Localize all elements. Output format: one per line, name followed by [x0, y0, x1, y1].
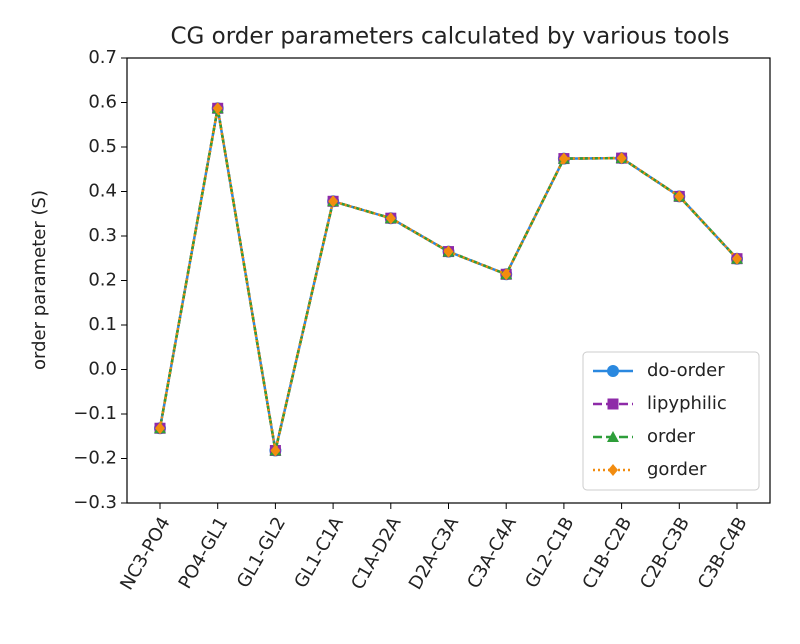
y-tick-label: −0.2	[73, 448, 117, 469]
marker	[674, 190, 685, 203]
y-tick-label: 0.5	[88, 136, 117, 157]
series-line	[158, 108, 738, 451]
x-tick-label: NC3-PO4	[116, 514, 174, 594]
x-tick-label: GL1-GL2	[233, 514, 290, 592]
y-tick-label: 0.1	[88, 314, 117, 335]
y-tick-label: −0.1	[73, 403, 117, 424]
y-tick-label: 0.7	[88, 47, 117, 68]
x-tick-label: C1B-C2B	[578, 514, 636, 593]
marker	[212, 102, 223, 115]
x-tick-label: PO4-GL1	[175, 514, 233, 593]
marker	[155, 422, 165, 435]
x-tick-label: C2B-C3B	[636, 514, 694, 593]
marker	[607, 398, 619, 410]
marker	[328, 195, 339, 208]
marker	[607, 431, 619, 442]
legend-label: do-order	[647, 360, 725, 381]
marker	[732, 252, 742, 265]
y-tick-label: 0.4	[88, 181, 117, 202]
marker	[270, 444, 281, 457]
marker	[385, 212, 396, 225]
marker	[501, 268, 512, 281]
y-tick-label: 0.6	[88, 92, 117, 113]
legend-box	[582, 351, 760, 491]
chart-title: CG order parameters calculated by variou…	[170, 24, 729, 50]
y-tick-label: 0.3	[88, 225, 117, 246]
x-tick-label: C3A-C4A	[463, 513, 521, 592]
marker	[616, 152, 627, 165]
marker	[558, 152, 569, 165]
legend-label: order	[647, 426, 696, 447]
y-axis-label: order parameter (S)	[29, 190, 50, 370]
y-tick-label: −0.3	[73, 492, 117, 513]
x-tick-label: C3B-C4B	[694, 514, 752, 593]
x-tick-label: GL1-C1A	[290, 513, 348, 592]
y-tick-label: 0.2	[88, 270, 117, 291]
marker	[443, 245, 454, 258]
x-tick-label: D2A-C3A	[405, 513, 464, 593]
legend-label: gorder	[647, 459, 707, 480]
y-tick-label: 0.0	[88, 359, 117, 380]
marker	[607, 365, 619, 377]
legend-label: lipyphilic	[647, 393, 727, 414]
x-tick-label: GL2-C1B	[521, 514, 578, 592]
marker	[608, 464, 618, 476]
x-tick-label: C1A-D2A	[347, 513, 406, 593]
